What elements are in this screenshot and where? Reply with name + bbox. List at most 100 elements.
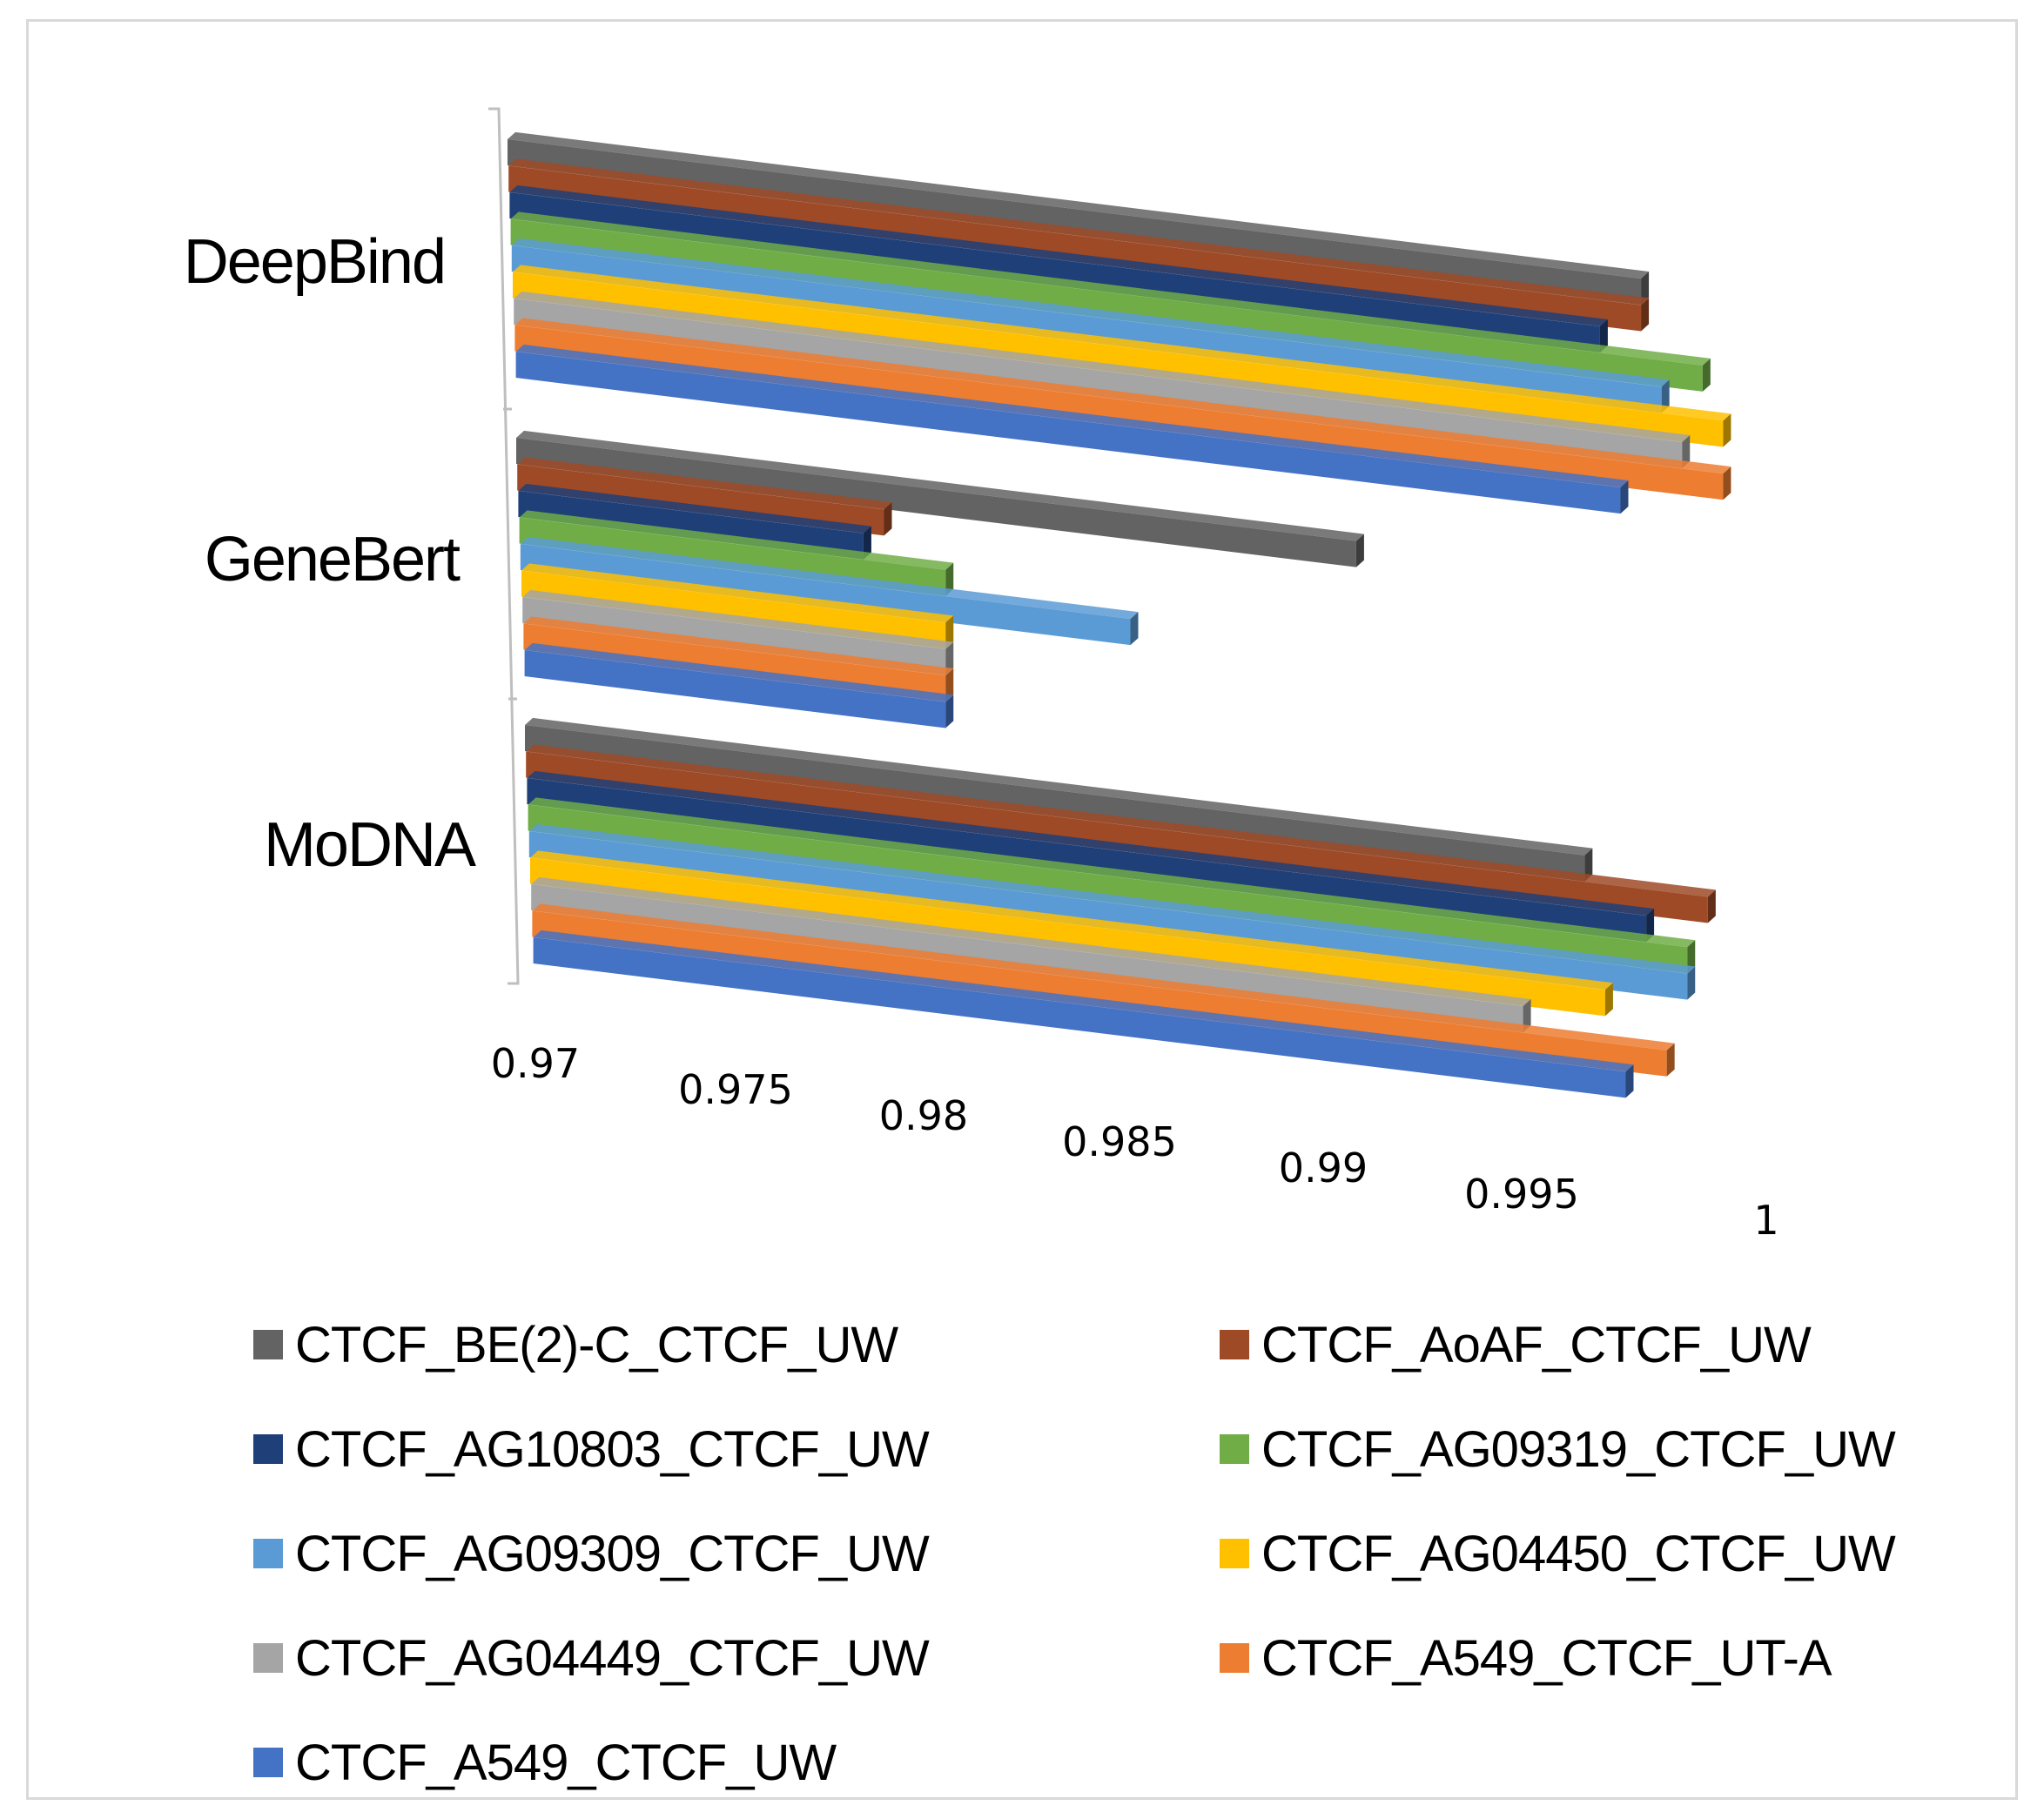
bar-top-genebert-1 <box>517 457 892 510</box>
x-tick-labels: 0.97 0.975 0.98 0.985 0.99 0.995 1 <box>491 1040 1779 1244</box>
category-label-modna: MoDNA <box>264 810 476 880</box>
x-tick-label: 0.985 <box>1062 1118 1177 1165</box>
legend-label: CTCF_AG04450_CTCF_UW <box>1261 1525 1896 1582</box>
bar-top-modna-1 <box>526 744 1716 897</box>
bar-top-modna-4 <box>528 823 1696 974</box>
category-label-genebert: GeneBert <box>205 525 461 594</box>
bar-genebert-0 <box>516 438 1356 567</box>
bar-top-genebert-4 <box>520 536 1139 620</box>
bar-group-genebert <box>516 430 1364 728</box>
bar-end-genebert-0 <box>1355 534 1364 567</box>
bar-top-genebert-5 <box>521 563 954 623</box>
bar-end-genebert-4 <box>1130 612 1139 646</box>
category-axis-line <box>488 107 520 985</box>
bar-end-deepbind-3 <box>1702 358 1711 392</box>
chart-frame: DeepBind GeneBert MoDNA 0.97 0.975 0.98 0.985… <box>26 19 2018 1800</box>
bar-top-deepbind-7 <box>514 318 1731 474</box>
x-tick-label: 0.97 <box>491 1040 580 1087</box>
x-tick-label: 0.98 <box>879 1092 968 1139</box>
bar-end-modna-1 <box>1707 889 1716 923</box>
bar-top-modna-2 <box>527 770 1655 916</box>
x-tick-label: 0.99 <box>1279 1144 1368 1191</box>
bar-end-modna-7 <box>1666 1043 1675 1077</box>
bar-end-modna-6 <box>1523 999 1531 1033</box>
x-tick-label: 1 <box>1753 1197 1778 1244</box>
legend-swatch <box>1220 1539 1249 1568</box>
bar-genebert-4 <box>520 544 1131 646</box>
legend-item: CTCF_AG10803_CTCF_UW <box>253 1414 930 1484</box>
bar-deepbind-8 <box>515 352 1621 514</box>
bar-end-genebert-6 <box>945 641 954 675</box>
legend-swatch <box>253 1748 283 1777</box>
legend-item: CTCF_A549_CTCF_UT-A <box>1220 1623 1832 1693</box>
bar-end-modna-4 <box>1687 966 1696 1000</box>
bar-end-genebert-1 <box>884 502 892 536</box>
bar-end-deepbind-1 <box>1641 298 1650 332</box>
legend-label: CTCF_AG10803_CTCF_UW <box>295 1420 930 1478</box>
bar-top-deepbind-6 <box>514 291 1691 443</box>
bar-top-genebert-8 <box>524 642 954 702</box>
legend-swatch <box>1220 1330 1249 1359</box>
bar-end-genebert-8 <box>945 695 954 728</box>
bar-top-modna-0 <box>525 717 1593 856</box>
bar-top-modna-8 <box>533 930 1634 1072</box>
bar-top-deepbind-8 <box>515 344 1629 488</box>
category-labels: DeepBind GeneBert MoDNA <box>184 227 478 880</box>
legend-item: CTCF_AG09319_CTCF_UW <box>1220 1414 1896 1484</box>
bar-end-modna-0 <box>1584 848 1593 882</box>
bar-genebert-8 <box>524 650 946 728</box>
bar-group-deepbind <box>508 131 1731 514</box>
axis-layer <box>488 107 520 985</box>
bar-top-genebert-0 <box>516 430 1364 541</box>
bar-end-deepbind-5 <box>1723 413 1731 447</box>
bar-end-deepbind-8 <box>1620 480 1629 514</box>
bar-end-genebert-7 <box>945 668 954 702</box>
legend-label: CTCF_AG09319_CTCF_UW <box>1261 1420 1896 1478</box>
chart-canvas: DeepBind GeneBert MoDNA 0.97 0.975 0.98 0.985… <box>184 107 1779 1244</box>
bar-top-genebert-7 <box>523 616 954 676</box>
bar-top-modna-5 <box>530 850 1613 990</box>
legend-label: CTCF_AG04449_CTCF_UW <box>295 1629 930 1687</box>
legend-label: CTCF_A549_CTCF_UT-A <box>1261 1629 1832 1687</box>
bar-end-modna-8 <box>1625 1064 1634 1098</box>
legend-label: CTCF_AoAF_CTCF_UW <box>1261 1316 1812 1373</box>
legend-swatch <box>253 1434 283 1464</box>
bar-top-genebert-6 <box>522 589 954 649</box>
bar-group-modna <box>525 717 1716 1098</box>
bar-top-deepbind-1 <box>508 158 1650 305</box>
legend-item: CTCF_A549_CTCF_UW <box>253 1728 837 1797</box>
legend-item: CTCF_AG04450_CTCF_UW <box>1220 1519 1896 1588</box>
legend-item: CTCF_AG09309_CTCF_UW <box>253 1519 930 1588</box>
legend-label: CTCF_A549_CTCF_UW <box>295 1734 837 1791</box>
legend-swatch <box>1220 1643 1249 1673</box>
x-tick-label: 0.995 <box>1464 1171 1579 1218</box>
bar-top-genebert-2 <box>518 483 871 534</box>
bar-top-genebert-3 <box>519 510 954 570</box>
bar-end-deepbind-7 <box>1723 466 1731 500</box>
legend-label: CTCF_AG09309_CTCF_UW <box>295 1525 930 1582</box>
x-tick-label: 0.975 <box>678 1066 793 1113</box>
bar-end-deepbind-6 <box>1682 434 1691 469</box>
legend-swatch <box>1220 1434 1249 1464</box>
bar-end-genebert-2 <box>863 526 871 560</box>
bar-end-deepbind-0 <box>1641 272 1650 305</box>
category-label-deepbind: DeepBind <box>184 227 445 297</box>
legend-swatch <box>253 1539 283 1568</box>
bar-end-modna-2 <box>1646 909 1655 943</box>
bar-top-deepbind-2 <box>509 185 1608 327</box>
legend-item: CTCF_AG04449_CTCF_UW <box>253 1623 930 1693</box>
bar-top-deepbind-0 <box>508 131 1650 279</box>
bar-end-modna-5 <box>1604 983 1613 1017</box>
bar-top-modna-3 <box>528 797 1696 948</box>
legend-swatch <box>253 1643 283 1673</box>
legend-swatch <box>253 1330 283 1359</box>
bar-top-deepbind-5 <box>513 265 1731 421</box>
bar-end-deepbind-4 <box>1661 379 1670 413</box>
bar-top-modna-7 <box>532 903 1675 1050</box>
legend-item: CTCF_BE(2)-C_CTCF_UW <box>253 1310 898 1379</box>
bar-modna-8 <box>533 937 1626 1098</box>
bar-end-deepbind-2 <box>1599 319 1608 353</box>
bar-end-genebert-5 <box>945 615 954 649</box>
bar-end-genebert-3 <box>945 562 954 596</box>
bar-top-deepbind-4 <box>511 238 1670 387</box>
